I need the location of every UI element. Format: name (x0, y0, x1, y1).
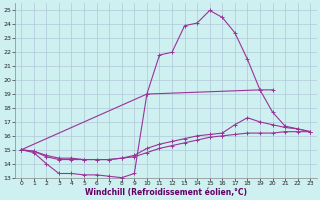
X-axis label: Windchill (Refroidissement éolien,°C): Windchill (Refroidissement éolien,°C) (85, 188, 247, 197)
